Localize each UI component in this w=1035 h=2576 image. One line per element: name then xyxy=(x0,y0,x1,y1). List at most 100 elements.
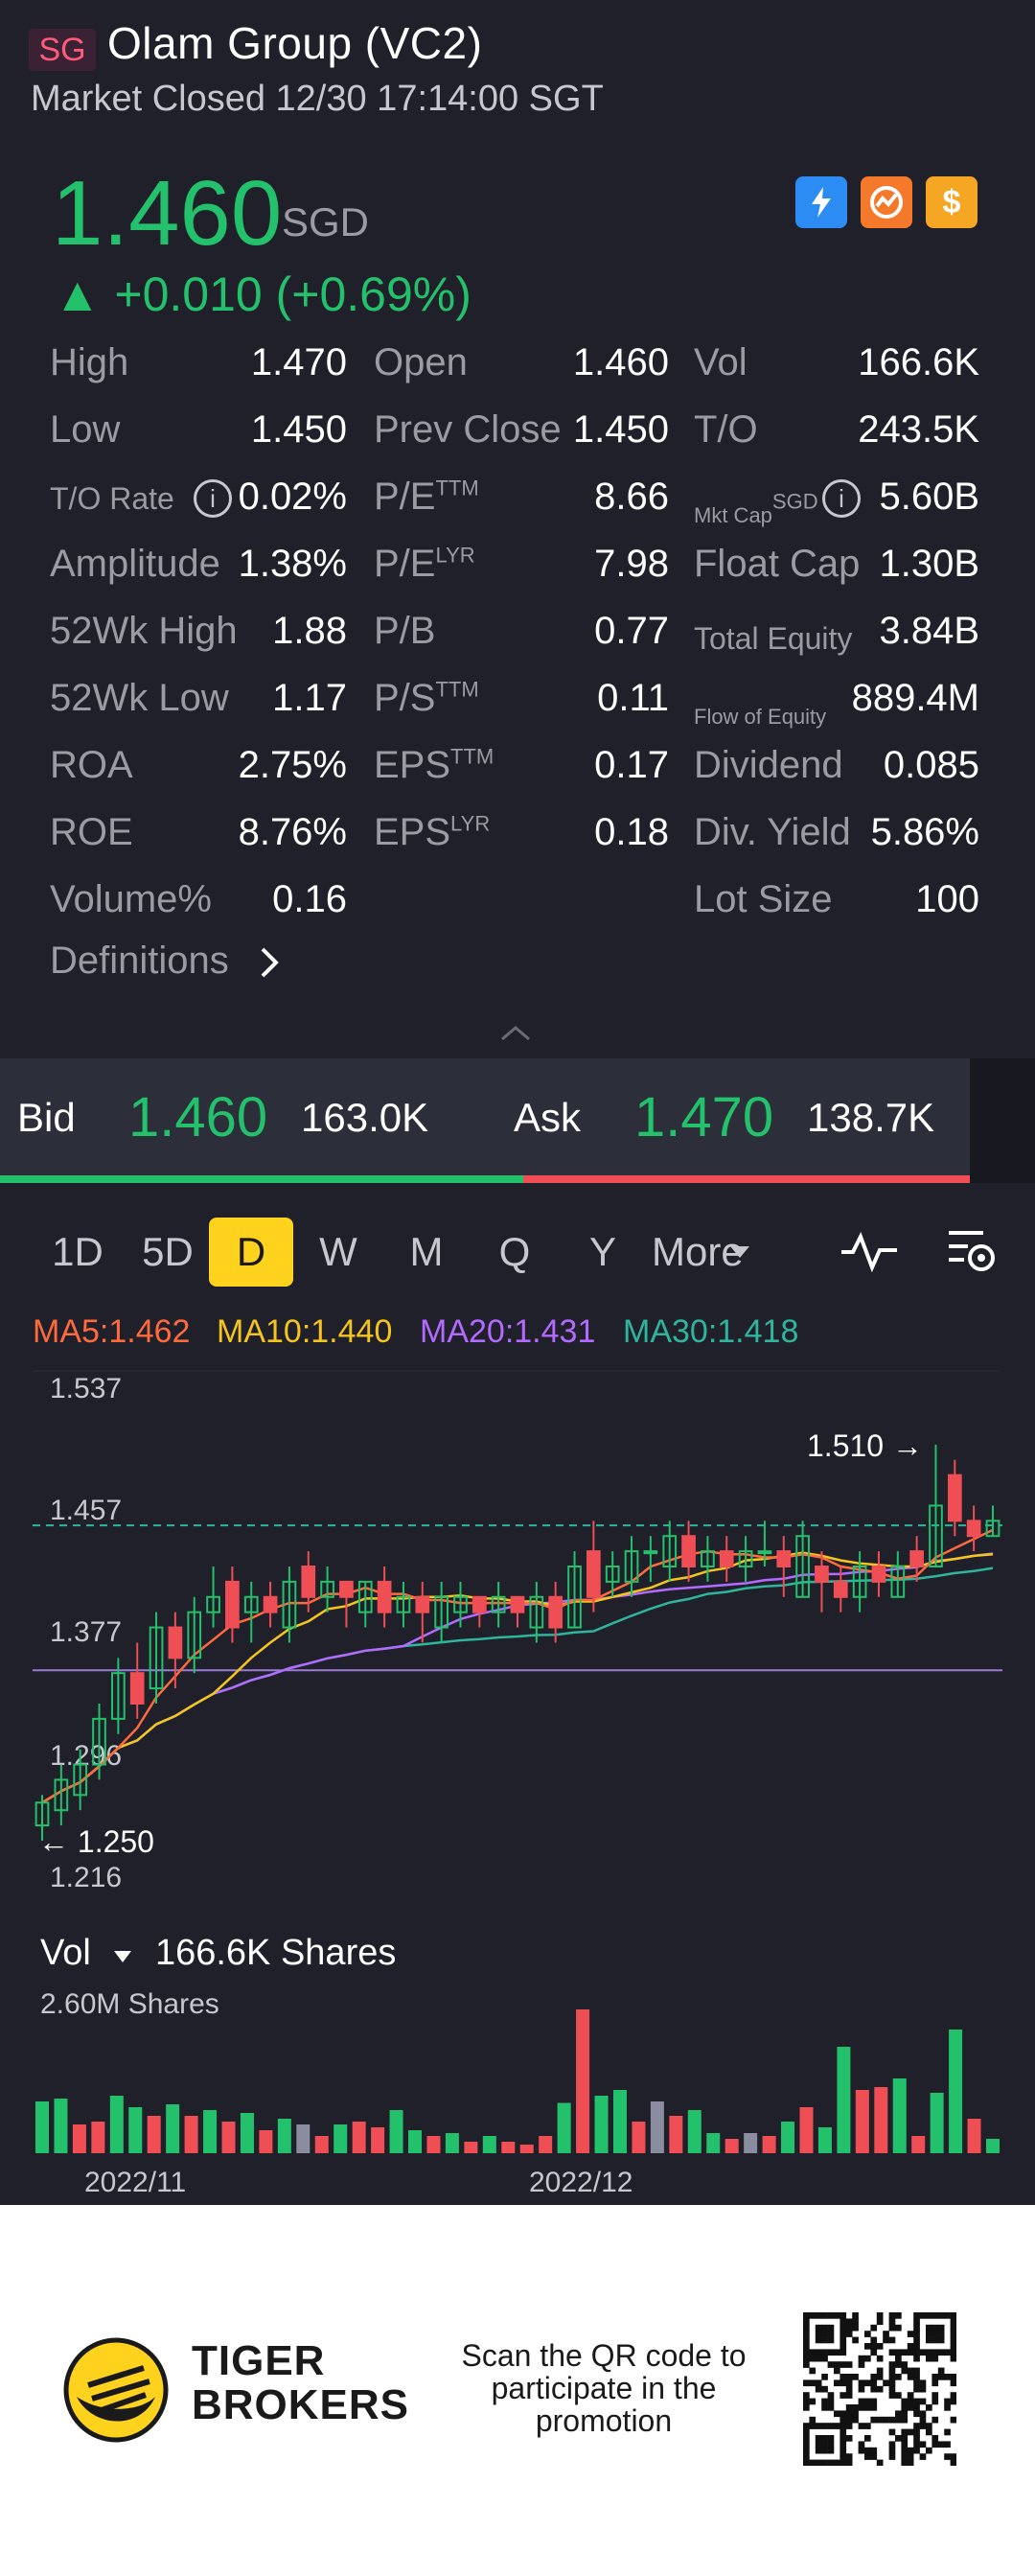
high-marker: 1.510 → xyxy=(807,1428,923,1463)
candle xyxy=(662,1535,678,1568)
qr-module xyxy=(809,2355,816,2362)
volume-header[interactable]: Vol 166.6K Shares xyxy=(40,1933,396,1974)
qr-module xyxy=(944,2398,951,2405)
volume-label: Vol xyxy=(40,1933,91,1973)
bid-ask-edge xyxy=(970,1058,1035,1175)
tab-w[interactable]: W xyxy=(319,1229,357,1274)
volume-bar xyxy=(203,2110,218,2153)
qr-module xyxy=(809,2398,816,2405)
qr-module xyxy=(815,2349,822,2356)
qr-code[interactable] xyxy=(803,2312,956,2466)
tab-1d[interactable]: 1D xyxy=(52,1229,104,1274)
qr-module xyxy=(852,2416,859,2424)
qr-module xyxy=(815,2336,822,2344)
qr-module xyxy=(913,2324,920,2332)
qr-module xyxy=(895,2349,902,2356)
qr-module xyxy=(858,2441,865,2448)
qr-module xyxy=(870,2398,878,2405)
qr-module xyxy=(907,2343,914,2350)
currency-label: SGD xyxy=(282,199,370,244)
definitions-link[interactable]: Definitions xyxy=(50,940,284,983)
candle xyxy=(149,1626,164,1690)
qr-module xyxy=(876,2416,884,2424)
qr-module xyxy=(913,2423,920,2429)
qr-module xyxy=(907,2404,914,2411)
qr-module xyxy=(950,2459,956,2466)
qr-module xyxy=(827,2349,835,2356)
qr-module xyxy=(815,2379,822,2387)
tab-5d[interactable]: 5D xyxy=(142,1229,194,1274)
qr-module xyxy=(913,2428,920,2436)
candle xyxy=(129,1672,145,1705)
candle xyxy=(795,1535,810,1598)
tab-d[interactable]: D xyxy=(209,1218,293,1287)
qr-module xyxy=(926,2355,932,2362)
qr-module xyxy=(821,2336,828,2344)
qr-module xyxy=(834,2361,840,2368)
stat-label: P/E xyxy=(374,543,436,585)
qr-module xyxy=(870,2385,878,2393)
qr-module xyxy=(815,2312,822,2319)
qr-module xyxy=(888,2385,896,2393)
stat-label-group: Float Cap xyxy=(694,543,860,586)
chart-icon[interactable] xyxy=(861,176,912,228)
settings-icon[interactable] xyxy=(945,1225,999,1275)
qr-module xyxy=(852,2324,859,2332)
tab-m[interactable]: M xyxy=(409,1229,444,1274)
qr-module xyxy=(895,2374,902,2380)
info-icon[interactable]: i xyxy=(822,479,861,518)
volume-bar xyxy=(464,2142,478,2153)
qr-module xyxy=(870,2336,878,2344)
qr-module xyxy=(858,2379,865,2387)
qr-module xyxy=(870,2374,878,2380)
qr-module xyxy=(907,2374,914,2380)
qr-module xyxy=(932,2435,939,2442)
tab-more[interactable]: More xyxy=(652,1229,744,1274)
volume-chart[interactable] xyxy=(0,1984,1035,2157)
ma20-label: MA20:1.431 xyxy=(420,1313,596,1350)
stat-value: 1.450 xyxy=(572,408,669,451)
qr-module xyxy=(840,2349,847,2356)
qr-module xyxy=(937,2367,945,2375)
stat-value: 7.98 xyxy=(594,543,669,585)
tab-q[interactable]: Q xyxy=(498,1229,531,1274)
qr-module xyxy=(840,2447,847,2454)
volume-bar xyxy=(930,2093,944,2153)
volume-bar xyxy=(109,2096,124,2153)
qr-module xyxy=(883,2331,889,2337)
stat-label: EPS xyxy=(374,811,451,853)
stat-value: 0.02% xyxy=(238,476,347,518)
qr-module xyxy=(950,2392,956,2399)
qr-module xyxy=(950,2343,956,2350)
volume-bar xyxy=(949,2030,963,2153)
tab-y[interactable]: Y xyxy=(588,1229,616,1274)
ma10-line xyxy=(41,1551,994,1804)
qr-module xyxy=(827,2459,835,2466)
qr-module xyxy=(803,2428,810,2436)
indicator-icon[interactable] xyxy=(840,1229,899,1273)
volume-bar xyxy=(519,2145,534,2153)
qr-module xyxy=(888,2374,896,2380)
lightning-icon[interactable] xyxy=(795,176,847,228)
brand-line-2: BROKERS xyxy=(192,2381,410,2428)
candle xyxy=(73,1763,88,1797)
qr-module xyxy=(932,2331,939,2337)
stock-title: Olam Group (VC2) xyxy=(107,18,483,68)
qr-module xyxy=(870,2324,878,2332)
candle xyxy=(357,1580,373,1613)
qr-module xyxy=(845,2361,853,2368)
stat-value: 8.76% xyxy=(238,811,347,853)
volume-bar xyxy=(91,2122,105,2153)
chevron-up-icon[interactable] xyxy=(498,1024,533,1043)
qr-module xyxy=(840,2361,847,2368)
dollar-icon[interactable]: $ xyxy=(926,176,978,228)
qr-module xyxy=(888,2428,896,2436)
info-icon[interactable]: i xyxy=(194,479,232,518)
qr-module xyxy=(864,2404,871,2411)
qr-module xyxy=(827,2312,835,2319)
qr-module xyxy=(821,2447,828,2454)
stat-value: 166.6K xyxy=(858,341,979,383)
qr-module xyxy=(858,2423,865,2429)
candle xyxy=(301,1566,316,1598)
